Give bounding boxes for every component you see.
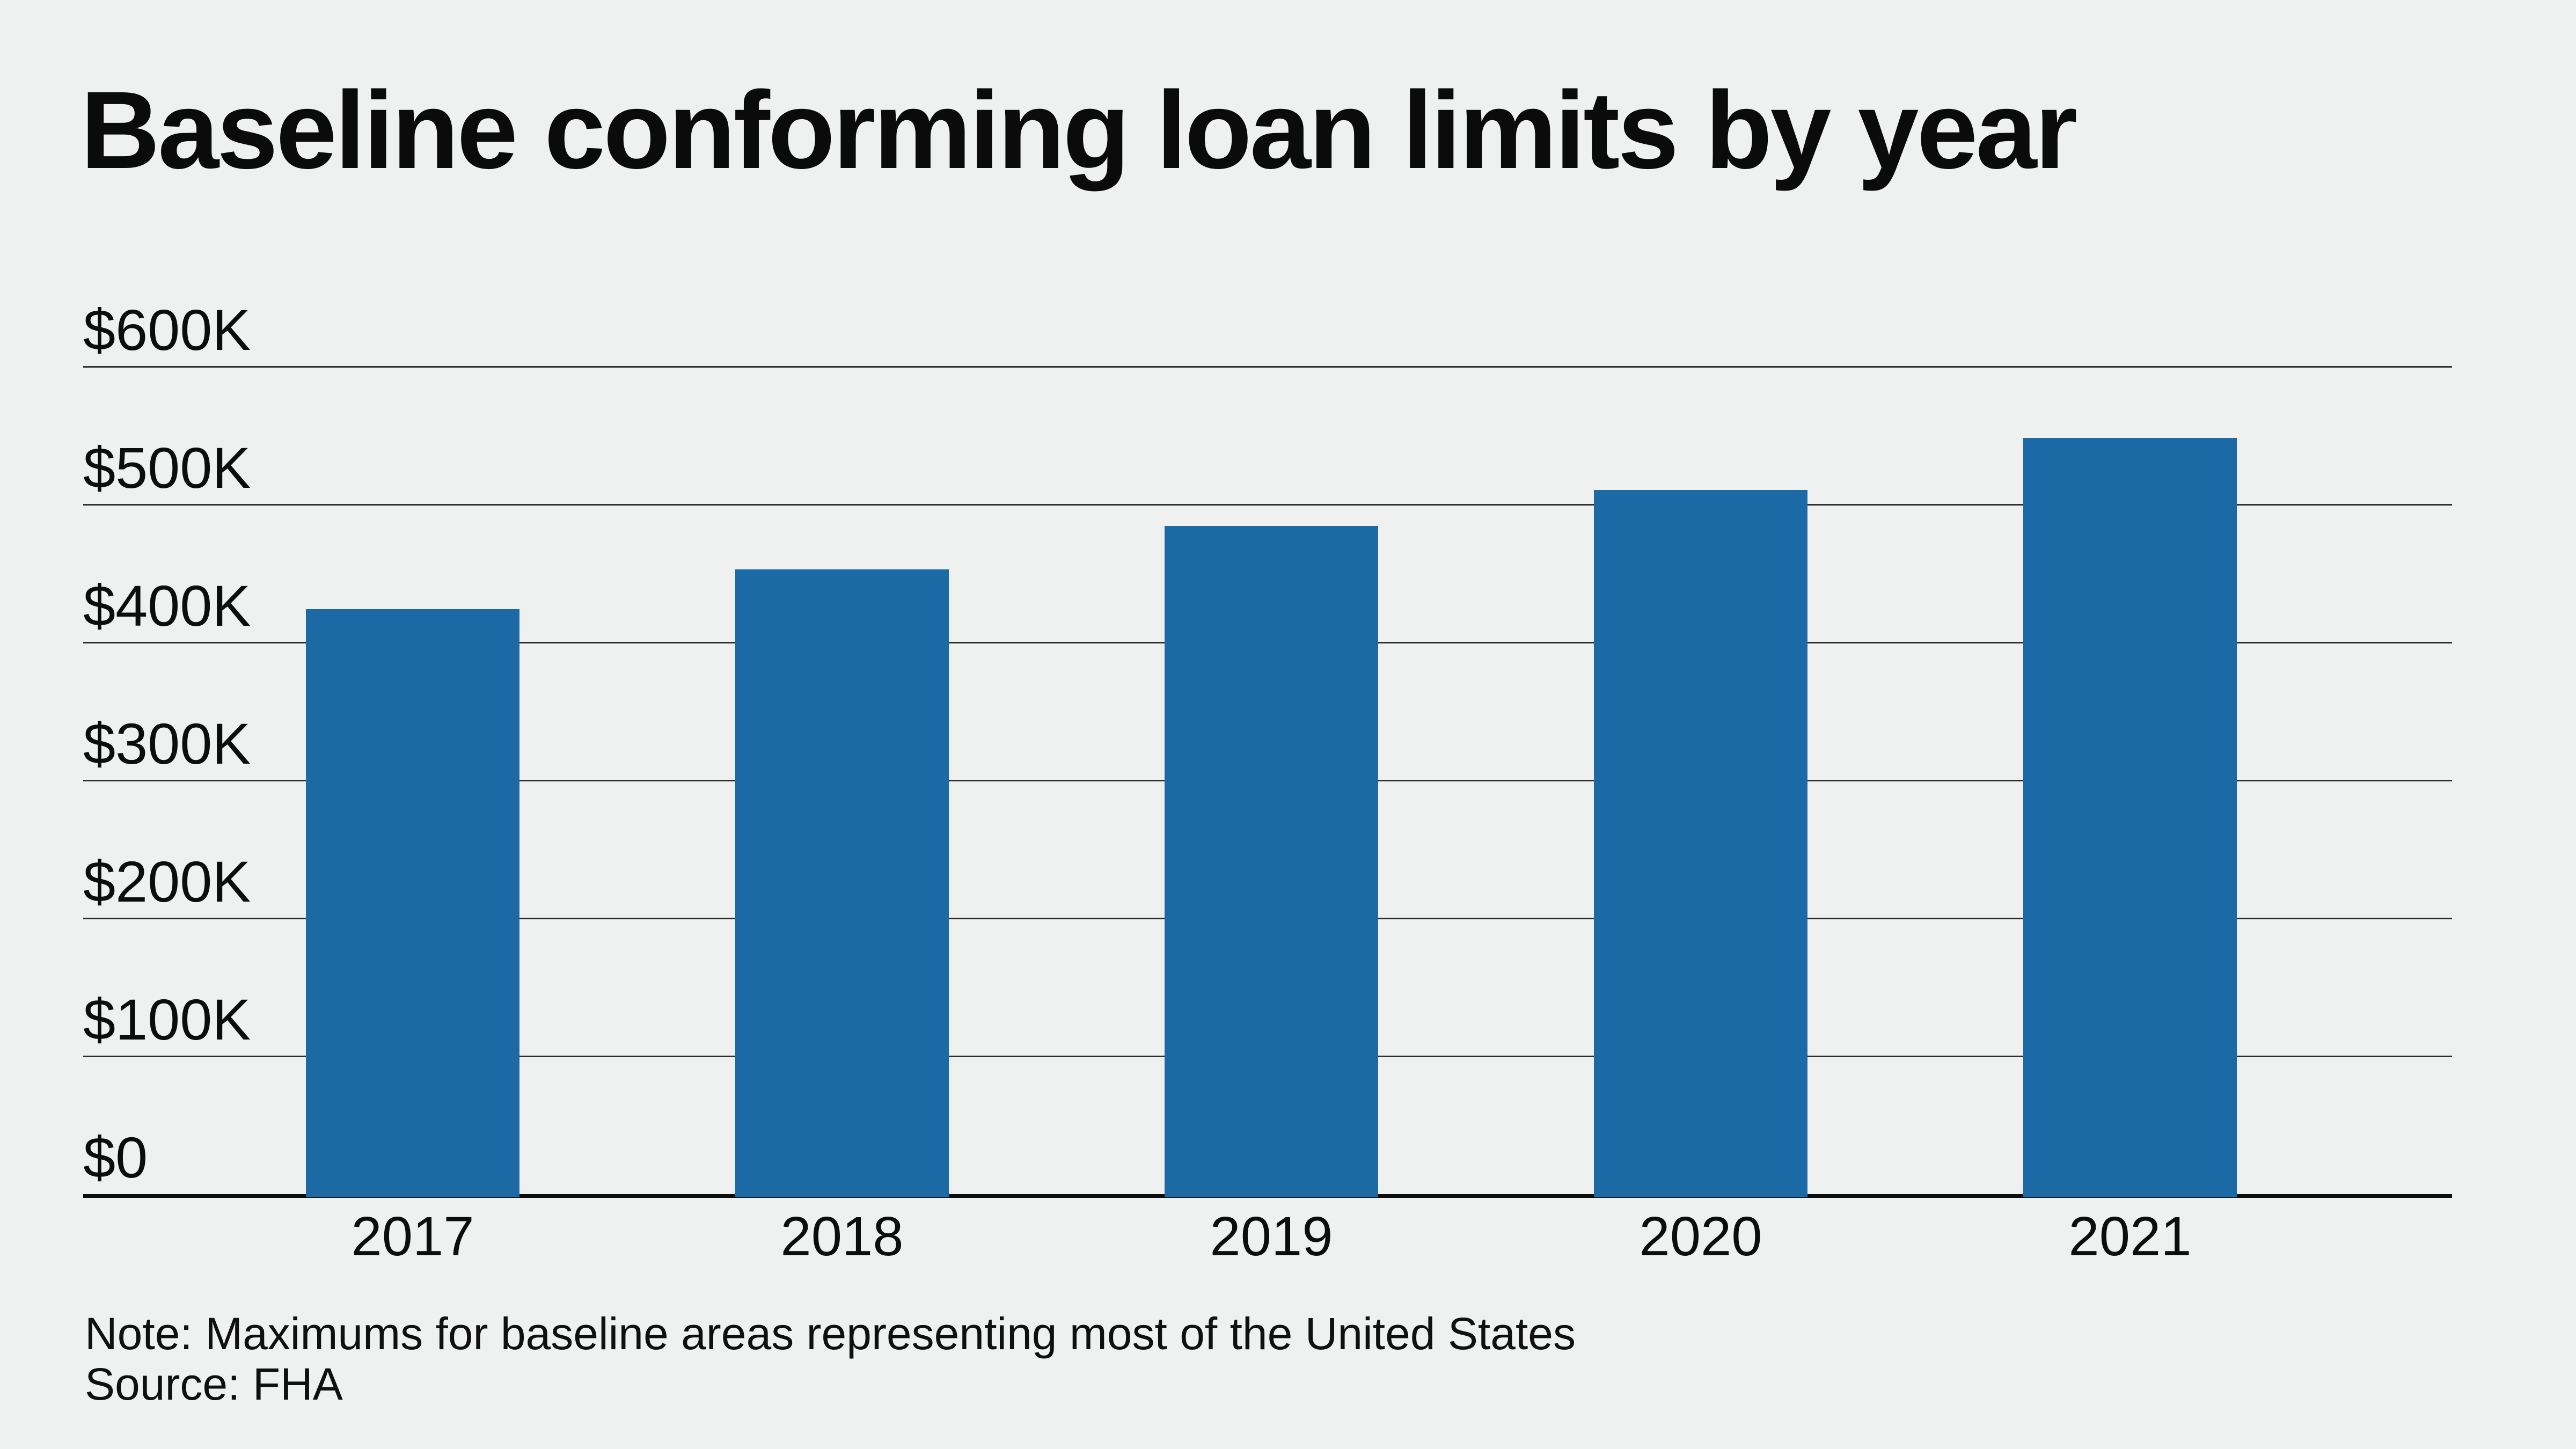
- x-axis-label-2019: 2019: [1210, 1205, 1333, 1267]
- bar-2017: [306, 609, 519, 1197]
- y-axis-tick-label: $400K: [83, 573, 251, 638]
- bar-2019: [1165, 526, 1378, 1197]
- bar-2018: [735, 569, 949, 1197]
- x-axis-label-2018: 2018: [780, 1205, 904, 1267]
- x-axis-label-2021: 2021: [2068, 1205, 2192, 1267]
- chart-footnote: Note: Maximums for baseline areas repres…: [85, 1308, 1576, 1409]
- y-axis-tick-label: $200K: [83, 849, 251, 914]
- y-axis-tick-label: $100K: [83, 987, 251, 1052]
- bar-2021: [2023, 438, 2237, 1197]
- source-text: Source: FHA: [85, 1359, 343, 1410]
- gridline: [83, 504, 2452, 506]
- y-axis-tick-label: $0: [83, 1125, 148, 1190]
- y-axis-tick-label: $600K: [83, 297, 251, 362]
- x-axis-label-2020: 2020: [1639, 1205, 1762, 1267]
- x-axis-label-2017: 2017: [351, 1205, 474, 1267]
- chart-title: Baseline conforming loan limits by year: [80, 69, 2077, 192]
- note-text: Note: Maximums for baseline areas repres…: [85, 1308, 1576, 1359]
- gridline: [83, 366, 2452, 368]
- y-axis-tick-label: $300K: [83, 711, 251, 776]
- bar-2020: [1594, 490, 1807, 1197]
- y-axis-tick-label: $500K: [83, 435, 251, 500]
